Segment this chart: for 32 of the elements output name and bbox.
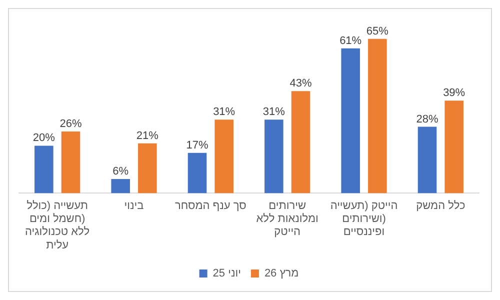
bar — [341, 48, 360, 194]
bar — [34, 146, 54, 194]
bar — [61, 131, 80, 194]
bar — [111, 178, 130, 194]
bar — [444, 100, 464, 194]
x-tick-label: סך ענף המסחר — [174, 200, 246, 212]
bar — [291, 91, 310, 194]
data-label: 21% — [136, 130, 159, 142]
x-tick-label: תעשייה (כולל חשמל ומים) ללא טכנולוגיה עלית — [25, 200, 90, 252]
data-label: 39% — [443, 87, 466, 100]
bar — [418, 126, 437, 194]
data-label: 43% — [290, 78, 312, 90]
data-label: 28% — [416, 113, 438, 126]
legend-label: יוני 25 — [212, 268, 241, 280]
legend-label: מרץ 26 — [264, 268, 299, 280]
data-label: 61% — [340, 34, 362, 47]
x-tick-label: הייטק (תעשייה ושירותים) ופיננסיים — [330, 200, 398, 238]
data-label: 26% — [60, 118, 82, 130]
bar — [188, 152, 207, 194]
data-label: 65% — [366, 25, 389, 38]
data-label: 31% — [213, 106, 236, 118]
data-label: 31% — [262, 106, 286, 118]
bar — [138, 143, 157, 194]
x-tick-label: בינוי — [124, 200, 144, 212]
data-label: 20% — [32, 132, 56, 144]
data-label: 6% — [112, 165, 129, 178]
bar — [264, 120, 284, 194]
bar — [214, 120, 234, 194]
x-tick-label: שירותים ומלונאות ללא הייטק — [256, 200, 318, 238]
x-tick-label: כלל המשק — [416, 200, 466, 212]
data-label: 17% — [186, 139, 208, 152]
bar — [368, 38, 387, 194]
